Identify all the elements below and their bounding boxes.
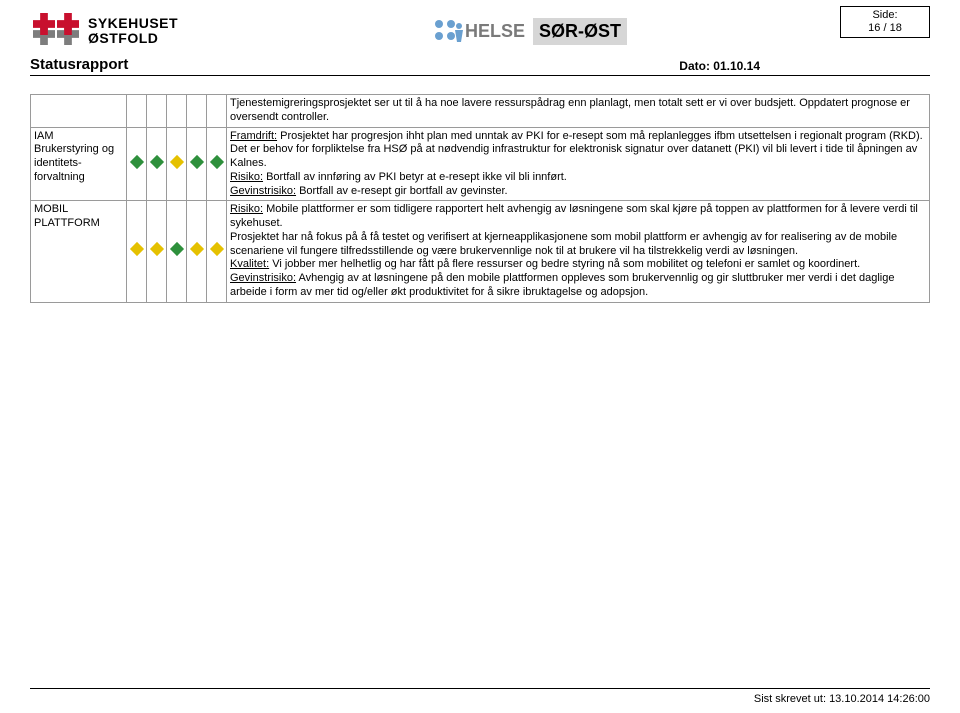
- status-diamond-icon: [129, 242, 143, 256]
- helse-right: SØR-ØST: [533, 18, 627, 45]
- status-diamond-cell: [127, 95, 147, 128]
- hospital-logo-icon: [30, 10, 82, 52]
- status-diamond-cell: [167, 201, 187, 302]
- status-diamond-icon: [149, 154, 163, 168]
- helse-block: HELSE SØR-ØST: [431, 16, 627, 46]
- status-diamond-cell: [187, 95, 207, 128]
- status-diamond-cell: [207, 95, 227, 128]
- helse-left: HELSE: [465, 21, 525, 42]
- status-diamond-icon: [189, 154, 203, 168]
- row-label: MOBIL PLATTFORM: [31, 201, 127, 302]
- brand-text: SYKEHUSET ØSTFOLD: [88, 16, 178, 45]
- status-diamond-icon: [149, 242, 163, 256]
- row-label: [31, 95, 127, 128]
- table-row: Tjenestemigreringsprosjektet ser ut til …: [31, 95, 930, 128]
- table-row: IAMBrukerstyring og identitets-forvaltni…: [31, 127, 930, 201]
- page: Side: 16 / 18 SYKEHUSET ØSTFOLD HELSE SØ…: [0, 0, 960, 313]
- brand-line1: SYKEHUSET: [88, 16, 178, 31]
- status-diamond-cell: [147, 127, 167, 201]
- logo-block: SYKEHUSET ØSTFOLD: [30, 10, 178, 52]
- row-body: Framdrift: Prosjektet har progresjon ihh…: [227, 127, 930, 201]
- helse-dots-icon: [431, 16, 465, 46]
- brand-line2: ØSTFOLD: [88, 31, 178, 46]
- row-body: Tjenestemigreringsprosjektet ser ut til …: [227, 95, 930, 128]
- date-label: Dato: 01.10.14: [679, 59, 760, 73]
- status-diamond-cell: [207, 127, 227, 201]
- status-diamond-cell: [147, 95, 167, 128]
- status-diamond-cell: [167, 95, 187, 128]
- status-diamond-icon: [189, 242, 203, 256]
- status-diamond-cell: [207, 201, 227, 302]
- table-row: MOBIL PLATTFORM Risiko: Mobile plattforme…: [31, 201, 930, 302]
- status-diamond-icon: [129, 154, 143, 168]
- row-body: Risiko: Mobile plattformer er som tidlig…: [227, 201, 930, 302]
- status-diamond-cell: [127, 127, 147, 201]
- footer-rule: [30, 688, 930, 689]
- status-diamond-icon: [169, 154, 183, 168]
- page-title: Statusrapport: [30, 56, 679, 73]
- title-row: Statusrapport Dato: 01.10.14: [30, 56, 930, 76]
- row-label: IAMBrukerstyring og identitets-forvaltni…: [31, 127, 127, 201]
- status-diamond-cell: [187, 201, 207, 302]
- footer-text: Sist skrevet ut: 13.10.2014 14:26:00: [754, 693, 930, 705]
- status-diamond-icon: [209, 242, 223, 256]
- status-diamond-icon: [209, 154, 223, 168]
- status-diamond-cell: [127, 201, 147, 302]
- status-diamond-cell: [147, 201, 167, 302]
- status-diamond-cell: [187, 127, 207, 201]
- header: SYKEHUSET ØSTFOLD HELSE SØR-ØST: [30, 10, 930, 52]
- status-diamond-icon: [169, 242, 183, 256]
- status-table: Tjenestemigreringsprosjektet ser ut til …: [30, 94, 930, 303]
- status-diamond-cell: [167, 127, 187, 201]
